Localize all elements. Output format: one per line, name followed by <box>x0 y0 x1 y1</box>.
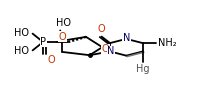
Text: HO: HO <box>56 18 71 28</box>
Text: O: O <box>59 32 66 42</box>
Text: Hg: Hg <box>136 64 149 74</box>
Text: HO: HO <box>14 28 30 38</box>
Text: HO: HO <box>14 46 30 56</box>
Text: N: N <box>107 46 115 56</box>
Text: P: P <box>40 37 46 47</box>
Text: N: N <box>123 33 130 43</box>
Text: O: O <box>47 55 55 65</box>
Text: NH₂: NH₂ <box>158 38 177 48</box>
Text: O: O <box>98 24 106 34</box>
Text: O: O <box>102 44 109 54</box>
